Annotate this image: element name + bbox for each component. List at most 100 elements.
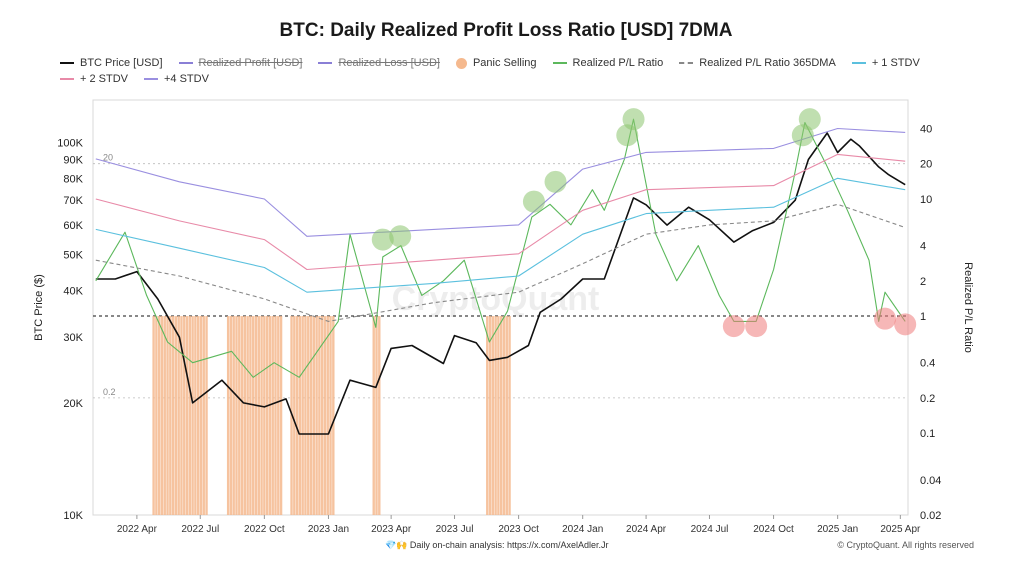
legend-swatch (144, 78, 158, 80)
panic-selling-bar (205, 316, 208, 515)
peak-marker (371, 228, 394, 251)
legend-label: + 1 STDV (871, 57, 920, 69)
legend-label: Realized P/L Ratio (572, 57, 664, 69)
panic-selling-bar (194, 316, 197, 515)
y-left-axis-title: BTC Price ($) (33, 274, 45, 341)
panic-selling-bar (191, 316, 194, 515)
legend-item[interactable]: +4 STDV (144, 73, 209, 85)
panic-selling-bar (268, 316, 272, 515)
panic-selling-bar (486, 316, 489, 515)
capitulation-marker (722, 315, 745, 338)
panic-selling-bar (240, 316, 244, 515)
panic-selling-bar (279, 316, 283, 515)
series-line--2-stdv (95, 153, 906, 271)
legend-row: + 2 STDV +4 STDV (60, 71, 960, 87)
panic-selling-bar (277, 316, 280, 515)
reference-label: 20 (103, 153, 113, 163)
panic-selling-bar (378, 316, 381, 515)
y-right-tick-label: 1 (920, 311, 926, 323)
panic-selling-bar (265, 316, 269, 515)
panic-selling-bar (157, 316, 161, 515)
panic-selling-bar (497, 316, 500, 515)
y-left-tick-label: 30K (63, 332, 83, 344)
panic-selling-bar (505, 316, 508, 515)
footer-attribution[interactable]: 💎🙌 Daily on-chain analysis: https://x.co… (385, 540, 609, 550)
legend-item[interactable]: Panic Selling (455, 57, 537, 69)
x-tick-label: 2023 Oct (498, 524, 539, 535)
panic-selling-bar (307, 316, 310, 515)
legend-label: +4 STDV (164, 73, 209, 85)
panic-selling-bar (238, 316, 241, 515)
x-tick-label: 2024 Apr (626, 524, 667, 535)
panic-selling-bar (252, 316, 255, 515)
panic-selling-bar (263, 316, 266, 515)
panic-selling-bar (375, 316, 378, 515)
chart-legend: BTC Price [USD] Realized Profit [USD] Real… (60, 55, 960, 87)
y-left-tick-label: 70K (63, 195, 83, 207)
legend-item[interactable]: Realized Profit [USD] (178, 57, 302, 69)
panic-selling-bar (232, 316, 235, 515)
reference-label: 0.2 (103, 387, 116, 397)
series-line--1-stdv (95, 177, 906, 293)
panic-selling-bar (488, 316, 492, 515)
series-line-realized-p-l-ratio (95, 118, 906, 378)
legend-label: BTC Price [USD] (80, 57, 163, 69)
legend-swatch (60, 62, 74, 64)
panic-selling-bar (183, 316, 186, 515)
x-tick-label: 2024 Oct (753, 524, 794, 535)
x-tick-label: 2025 Jan (817, 524, 858, 535)
legend-swatch (318, 62, 333, 64)
legend-item[interactable]: Realized P/L Ratio 365DMA (679, 57, 836, 69)
y-right-tick-label: 0.4 (920, 358, 935, 370)
y-left-tick-label: 40K (63, 286, 83, 298)
legend-label: Realized Loss [USD] (338, 57, 440, 69)
panic-selling-bar (199, 316, 203, 515)
footer-copyright: © CryptoQuant. All rights reserved (837, 540, 974, 550)
panic-selling-bar (246, 316, 249, 515)
panic-selling-bar (309, 316, 313, 515)
legend-item[interactable]: Realized Loss [USD] (318, 57, 440, 69)
panic-selling-bar (332, 316, 335, 515)
panic-selling-bar (155, 316, 158, 515)
legend-item[interactable]: BTC Price [USD] (60, 57, 163, 69)
y-left-tick-label: 80K (63, 174, 83, 186)
peak-marker (798, 108, 821, 131)
capitulation-marker (874, 307, 897, 330)
legend-item[interactable]: + 1 STDV (851, 57, 920, 69)
panic-selling-bar (271, 316, 274, 515)
panic-selling-bar (508, 316, 511, 515)
capitulation-marker (894, 313, 917, 336)
legend-item[interactable]: Realized P/L Ratio (552, 57, 664, 69)
panic-selling-bar (188, 316, 192, 515)
panic-selling-bar (260, 316, 263, 515)
panic-selling-bar (326, 316, 329, 515)
legend-swatch (552, 62, 567, 64)
x-tick-label: 2022 Jul (181, 524, 219, 535)
series-lines (95, 118, 906, 435)
legend-swatch (679, 62, 694, 64)
y-left-tick-label: 90K (63, 154, 83, 166)
legend-item[interactable]: + 2 STDV (60, 73, 128, 85)
panic-selling-bar (502, 316, 506, 515)
legend-swatch (60, 78, 74, 80)
y-left-tick-label: 10K (63, 510, 83, 522)
peak-marker (544, 170, 567, 193)
x-tick-label: 2022 Apr (117, 524, 158, 535)
panic-selling-bar (315, 316, 318, 515)
panic-selling-bar (169, 316, 172, 515)
panic-selling-bar (174, 316, 178, 515)
panic-selling-bar (318, 316, 321, 515)
peak-marker (522, 190, 545, 213)
y-right-axis-title: Realized P/L Ratio (962, 262, 974, 353)
panic-selling-bar (152, 316, 155, 515)
series-line-btc-price-usd- (95, 132, 906, 435)
x-tick-label: 2022 Oct (244, 524, 285, 535)
y-left-tick-label: 20K (63, 398, 83, 410)
panic-selling-bar (298, 316, 302, 515)
panic-selling-bar (243, 316, 247, 515)
panic-selling-bar (249, 316, 252, 515)
panic-selling-bar (329, 316, 332, 515)
capitulation-marker (745, 315, 768, 338)
panic-selling-bar (323, 316, 327, 515)
